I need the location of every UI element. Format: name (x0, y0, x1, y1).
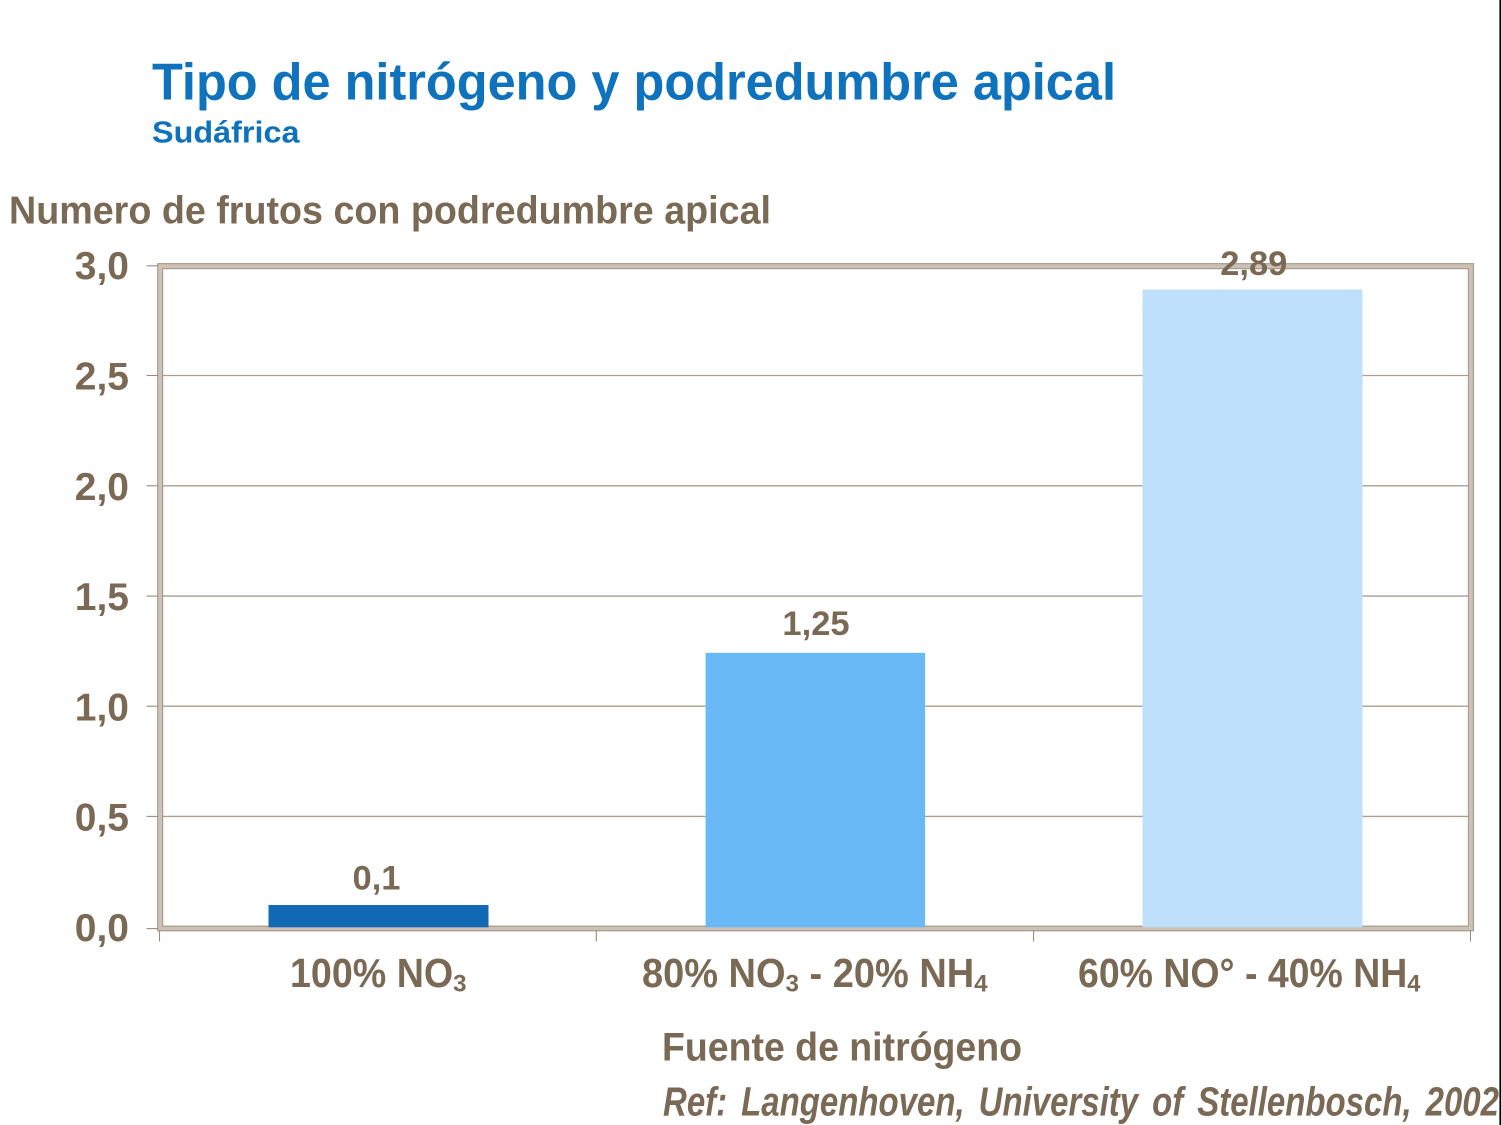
svg-text:60% NO° - 40% NH: 60% NO° - 40% NH (1078, 950, 1407, 996)
svg-text:2,0: 2,0 (75, 466, 129, 509)
svg-text:Numero de frutos con podredumb: Numero de frutos con podredumbre apical (9, 190, 771, 233)
svg-text:1,5: 1,5 (75, 576, 129, 619)
svg-text:0,1: 0,1 (353, 860, 401, 898)
svg-text:0,0: 0,0 (75, 907, 129, 950)
svg-text:- 20% NH: - 20% NH (799, 950, 974, 996)
svg-text:4: 4 (1407, 971, 1421, 998)
svg-text:1,25: 1,25 (782, 605, 849, 643)
svg-text:0,5: 0,5 (75, 797, 129, 840)
svg-text:100% NO: 100% NO (290, 950, 453, 996)
svg-text:1,0: 1,0 (75, 686, 129, 729)
svg-text:Sudáfrica: Sudáfrica (152, 115, 300, 150)
svg-text:80% NO: 80% NO (642, 950, 786, 996)
svg-text:Tipo de nitrógeno y podredumbr: Tipo de nitrógeno y podredumbre apical (152, 54, 1116, 112)
svg-text:2,89: 2,89 (1220, 245, 1287, 283)
svg-text:3,0: 3,0 (75, 245, 129, 288)
svg-text:3: 3 (453, 971, 466, 998)
svg-text:4: 4 (974, 971, 988, 998)
svg-text:3: 3 (786, 971, 800, 998)
svg-text:Ref: Langenhoven, University o: Ref: Langenhoven, University of Stellenb… (663, 1079, 1499, 1125)
svg-text:2,5: 2,5 (75, 356, 129, 399)
svg-text:Fuente de nitrógeno: Fuente de nitrógeno (662, 1026, 1022, 1070)
